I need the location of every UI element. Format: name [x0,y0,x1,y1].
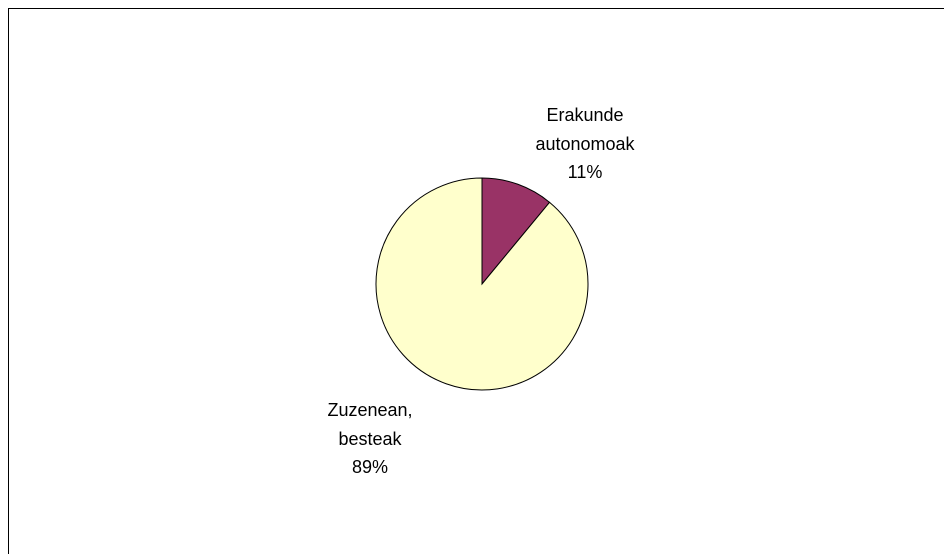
pie-slice [481,177,551,286]
slice-value-label: 11% [567,162,603,182]
pie-slice [375,177,589,391]
slice-label: Zuzenean, besteak [327,400,413,449]
slice-value-label: 89% [351,457,389,477]
slice-label: Erakunde autonomoak [535,105,635,154]
